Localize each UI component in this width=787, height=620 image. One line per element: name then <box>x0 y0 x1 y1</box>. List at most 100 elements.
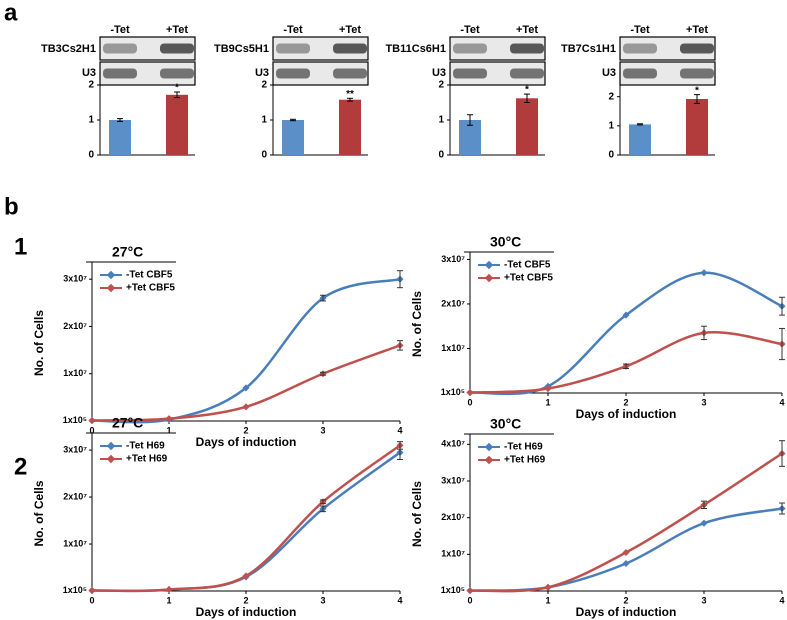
series-line <box>91 444 401 593</box>
panel-label: 1 <box>14 233 27 260</box>
series-line <box>469 452 783 593</box>
x-tick-label: 1 <box>545 595 550 605</box>
row-label: TB3Cs2H1 <box>41 43 96 55</box>
blot-band <box>453 68 487 79</box>
x-tick-label: 3 <box>701 595 706 605</box>
x-tick-label: 4 <box>779 595 784 605</box>
bar <box>282 120 304 155</box>
legend-marker <box>106 270 116 280</box>
point <box>88 416 96 425</box>
x-tick-label: 4 <box>779 397 784 407</box>
y-tick-label: 3x10⁷ <box>441 254 465 264</box>
legend-label: -Tet CBF5 <box>504 260 551 271</box>
blot-band <box>276 68 310 79</box>
y-tick-label: 1x10⁷ <box>441 343 465 353</box>
legend-marker <box>106 441 116 451</box>
y-tick-label: 0 <box>88 150 94 161</box>
row-label: U3 <box>432 67 446 79</box>
legend-label: -Tet H69 <box>126 441 165 452</box>
series-line <box>469 330 783 394</box>
y-axis-label: No. of Cells <box>32 310 46 376</box>
blot-band <box>160 68 194 79</box>
y-tick-label: 1 <box>438 115 444 126</box>
panel-label: b <box>4 193 19 220</box>
blot-box <box>619 36 716 61</box>
bar <box>686 99 708 155</box>
point <box>622 311 630 319</box>
significance: * <box>695 85 699 96</box>
legend-label: +Tet H69 <box>126 454 168 465</box>
row-label: TB7Cs1H1 <box>561 43 616 55</box>
panel-label: a <box>4 0 18 26</box>
y-tick-label: 1x10⁵ <box>441 387 465 397</box>
bar <box>166 94 188 155</box>
series-line <box>91 277 401 424</box>
blot-band <box>510 68 544 79</box>
x-tick-label: 0 <box>89 595 94 605</box>
blot-band <box>333 43 367 54</box>
legend-marker <box>484 273 494 283</box>
legend-marker <box>484 260 494 270</box>
blot-box <box>619 61 716 86</box>
y-tick-label: 1x10⁵ <box>63 585 87 595</box>
legend-label: +Tet H69 <box>504 455 546 466</box>
point <box>544 385 552 393</box>
significance: * <box>525 85 529 96</box>
y-tick-label: 2 <box>88 80 94 91</box>
y-axis-label: No. of Cells <box>410 291 424 357</box>
x-tick-label: 3 <box>320 595 325 605</box>
y-tick-label: 0 <box>261 150 267 161</box>
significance: * <box>175 83 179 94</box>
lane-label: +Tet <box>686 24 708 36</box>
y-tick-label: 3x10⁷ <box>63 274 87 284</box>
x-tick-label: 1 <box>166 595 171 605</box>
y-tick-label: 0 <box>438 150 444 161</box>
y-tick-label: 3x10⁷ <box>441 475 465 485</box>
blot-band <box>623 68 657 79</box>
x-tick-label: 2 <box>243 595 248 605</box>
point <box>242 572 250 580</box>
x-axis-label: Days of induction <box>196 435 297 449</box>
legend-marker <box>484 455 494 465</box>
row-label: TB9Cs5H1 <box>214 43 269 55</box>
chart-title: 30°C <box>490 234 521 250</box>
y-tick-label: 1x10⁷ <box>63 368 87 378</box>
point <box>165 415 173 423</box>
y-tick-label: 1x10⁵ <box>441 585 465 595</box>
blot-band <box>160 43 194 54</box>
point <box>165 586 173 594</box>
bar <box>516 98 538 155</box>
lane-label: -Tet <box>283 24 303 36</box>
bar <box>629 124 651 155</box>
y-tick-label: 1x10⁷ <box>63 538 87 548</box>
legend-marker <box>106 283 116 293</box>
point <box>622 559 630 568</box>
y-tick-label: 2 <box>438 80 444 91</box>
blot-box <box>272 61 369 86</box>
point <box>700 269 708 277</box>
series-line <box>91 451 401 593</box>
point <box>466 587 474 595</box>
x-tick-label: 0 <box>467 595 472 605</box>
x-axis-label: Days of induction <box>196 605 297 619</box>
bar <box>339 99 361 155</box>
legend-marker <box>484 442 494 452</box>
x-tick-label: 4 <box>397 425 402 435</box>
point <box>544 583 552 591</box>
x-tick-label: 1 <box>166 425 171 435</box>
lane-label: -Tet <box>110 24 130 36</box>
legend-label: -Tet CBF5 <box>126 270 173 281</box>
significance: ** <box>346 89 354 100</box>
y-tick-label: 2 <box>261 80 267 91</box>
blot-box <box>272 36 369 61</box>
blot-band <box>103 43 137 54</box>
x-tick-label: 2 <box>623 595 628 605</box>
y-tick-label: 1 <box>88 115 94 126</box>
y-tick-label: 1x10⁷ <box>441 549 465 559</box>
blot-band <box>680 43 714 54</box>
blot-band <box>103 68 137 79</box>
x-axis-label: Days of induction <box>576 407 677 421</box>
bar <box>109 120 131 155</box>
point <box>622 548 630 557</box>
y-tick-label: 2x10⁷ <box>441 512 465 522</box>
